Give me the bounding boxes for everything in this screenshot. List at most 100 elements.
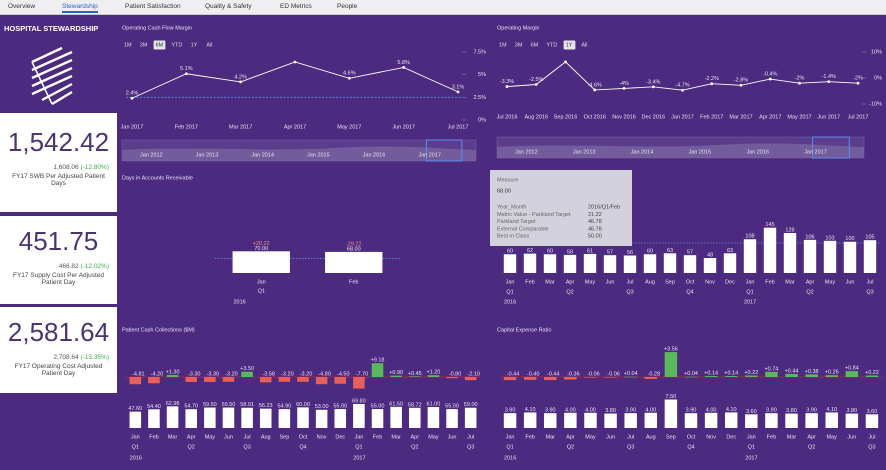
point xyxy=(681,88,684,92)
variance-bar xyxy=(259,377,272,383)
point xyxy=(768,77,772,81)
variance-bar xyxy=(129,377,142,385)
range-button[interactable]: 1Y xyxy=(191,42,198,48)
kpi-card: 451.75 466.82 (-12.02%) FY17 Supply Cost… xyxy=(0,216,117,304)
navigator-window[interactable] xyxy=(812,136,850,159)
x-tick-label: Dec xyxy=(726,434,736,440)
x-tick-label: Mar xyxy=(787,434,797,440)
x-tick-label: Jun xyxy=(846,279,855,285)
bar xyxy=(683,255,697,273)
kpi-value: 2,581.64 xyxy=(7,317,110,347)
variance-label: +1.30 xyxy=(166,370,180,376)
data-label: 5.8% xyxy=(397,60,410,66)
x-tick-label: Jan xyxy=(257,279,266,285)
point xyxy=(593,88,597,92)
range-button[interactable]: All xyxy=(206,42,212,48)
data-label: 2.4% xyxy=(126,91,139,97)
variance-bar xyxy=(371,363,384,377)
range-button[interactable]: All xyxy=(581,42,587,48)
x-tick-label: May xyxy=(428,434,439,440)
bar xyxy=(544,413,557,428)
variance-label: +0.14 xyxy=(724,370,738,376)
x-tick-label: Nov 2016 xyxy=(612,114,636,120)
point xyxy=(456,90,460,94)
range-button[interactable]: 1M xyxy=(124,42,132,48)
variance-bar xyxy=(334,377,347,384)
tab[interactable]: Quality & Safety xyxy=(205,3,252,10)
data-label: 55.00 xyxy=(333,404,347,410)
bar xyxy=(241,407,253,428)
variance-bar xyxy=(523,377,537,380)
range-button[interactable]: YTD xyxy=(171,42,182,48)
kpi-prior: 466.82 xyxy=(58,263,79,270)
kpi-card: 1,542.42 1,608.06 (-12.80%) FY17 SWB Per… xyxy=(0,113,117,212)
tooltip-val: 2016/Q1/Feb xyxy=(588,204,620,210)
variance-label: -3.20 xyxy=(225,371,238,377)
year-label: 2016 xyxy=(130,455,142,461)
x-tick-label: Apr xyxy=(187,434,196,440)
data-label: 3.90 xyxy=(806,408,817,414)
delta-label: +20.22 xyxy=(253,241,270,247)
x-tick-label: Apr xyxy=(566,434,575,440)
variance-label: -0.36 xyxy=(567,371,580,377)
data-label: 60.00 xyxy=(296,402,310,408)
tab[interactable]: ED Metrics xyxy=(280,3,312,10)
navigator-label: Jan 2017 xyxy=(804,149,827,155)
bar xyxy=(563,254,577,273)
bar xyxy=(259,408,272,428)
y-tick-label: 0% xyxy=(874,75,882,81)
data-label: 61.50 xyxy=(389,401,403,407)
bar xyxy=(624,413,637,428)
kpi-prior: 1,608.06 xyxy=(53,164,79,171)
range-button[interactable]: YTD xyxy=(546,42,557,48)
logo xyxy=(31,46,73,106)
data-label: 63 xyxy=(727,248,733,254)
range-button[interactable]: 3M xyxy=(515,42,523,48)
variance-label: -0.44 xyxy=(547,371,560,377)
data-label: 4.10 xyxy=(726,407,737,413)
range-button[interactable]: 6M xyxy=(156,42,164,48)
range-button[interactable]: 1Y xyxy=(566,42,573,48)
year-label: 2016 xyxy=(504,455,516,461)
variance-label: +0.84 xyxy=(845,366,859,372)
variance-bar xyxy=(503,377,517,381)
data-label: 3.90 xyxy=(686,408,697,414)
tab-bar: Overview Stewardship Patient Satisfaction Q… xyxy=(0,0,886,15)
x-tick-label: May xyxy=(585,279,596,285)
point xyxy=(710,82,714,86)
variance-bar xyxy=(765,371,778,377)
x-tick-label: May xyxy=(205,434,216,440)
data-label: -2% xyxy=(795,76,805,82)
tooltip-key: Metric Value - Parkland Target xyxy=(497,212,571,218)
point xyxy=(293,60,297,64)
navigator-label: Jan 2015 xyxy=(689,149,712,155)
x-tick-label: May 2017 xyxy=(787,114,811,120)
tooltip-key: External Comparable xyxy=(497,226,549,232)
kpi-change: (-12.80%) xyxy=(80,164,109,171)
tab[interactable]: Stewardship xyxy=(62,3,98,13)
bar xyxy=(684,413,698,428)
navigator-label: Jan 2013 xyxy=(573,149,596,155)
variance-label: +0.04 xyxy=(624,371,638,377)
bar xyxy=(353,404,365,428)
tab[interactable]: Patient Satisfaction xyxy=(125,3,181,10)
bar xyxy=(204,407,216,428)
range-button[interactable]: 1M xyxy=(499,42,507,48)
x-tick-label: Feb 2017 xyxy=(700,114,723,120)
tab[interactable]: People xyxy=(337,3,358,10)
tab[interactable]: Overview xyxy=(8,3,36,10)
chart-title: Capital Expense Ratio xyxy=(497,327,551,333)
variance-bar xyxy=(278,377,291,382)
kpi-change: (-13.35%) xyxy=(80,354,109,361)
range-button[interactable]: 3M xyxy=(140,42,148,48)
bar xyxy=(503,254,517,273)
kpi-label: FY17 Supply Cost Per Adjusted Patient Da… xyxy=(12,272,105,286)
kpi-change: (-12.02%) xyxy=(80,263,109,270)
variance-label: -4.50 xyxy=(337,371,350,377)
navigator-window[interactable] xyxy=(425,139,463,162)
variance-bar xyxy=(427,375,440,377)
bar xyxy=(464,407,477,428)
variance-label: +0.14 xyxy=(704,370,718,376)
range-button[interactable]: 6M xyxy=(531,42,539,48)
